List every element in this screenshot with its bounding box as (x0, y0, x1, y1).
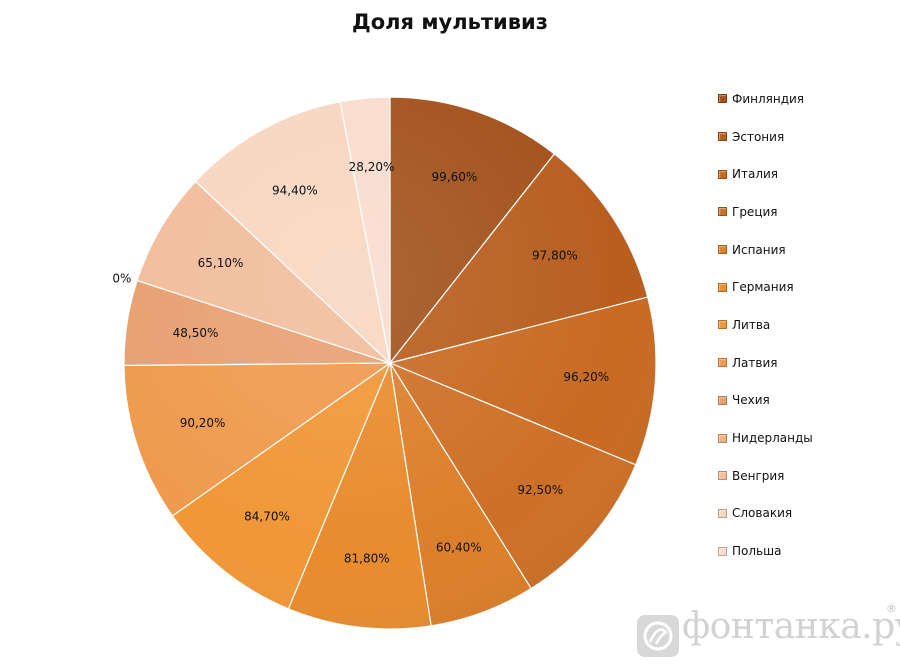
legend-item: Греция (718, 193, 888, 231)
legend-item: Италия (718, 155, 888, 193)
legend-item: Латвия (718, 344, 888, 382)
legend-swatch (718, 282, 727, 292)
pie-slices (123, 96, 657, 630)
legend-label: Германия (732, 280, 794, 295)
legend-item: Чехия (718, 382, 888, 420)
legend-item: Германия (718, 268, 888, 306)
slice-value-label: 90,20% (180, 416, 226, 430)
slice-value-label: 65,10% (198, 256, 244, 270)
legend-label: Литва (732, 317, 771, 332)
legend-label: Венгрия (732, 468, 785, 483)
legend-item: Нидерланды (718, 419, 888, 457)
legend-item: Польша (718, 532, 888, 570)
legend-label: Италия (732, 167, 779, 182)
legend-label: Латвия (732, 355, 778, 370)
legend-swatch (718, 169, 727, 179)
legend-item: Испания (718, 231, 888, 269)
legend-label: Греция (732, 204, 778, 219)
legend-label: Нидерланды (732, 431, 813, 446)
legend-swatch (718, 207, 727, 217)
legend-item: Литва (718, 306, 888, 344)
legend-swatch (718, 320, 727, 330)
slice-value-label: 48,50% (173, 326, 219, 340)
watermark: фонтанка.ру ® (636, 602, 900, 662)
registered-mark: ® (886, 602, 897, 615)
slice-value-label: 94,40% (272, 184, 318, 198)
slice-value-label: 84,70% (244, 510, 290, 524)
chart-title: Доля мультивиз (352, 10, 548, 34)
legend-label: Словакия (732, 506, 793, 521)
slice-value-label: 0% (112, 272, 131, 286)
fontanka-logo-icon (637, 615, 679, 657)
pie-labels: 99,60% 97,80% 96,20% 92,50% 60,40% 81,80% 84,7… (112, 160, 609, 566)
legend: Финляндия Эстония Италия Греция Испания Герма… (718, 80, 888, 570)
legend-label: Финляндия (732, 91, 805, 106)
legend-item: Эстония (718, 118, 888, 156)
legend-swatch (718, 358, 727, 368)
legend-swatch (718, 433, 727, 443)
slice-value-label: 92,50% (517, 483, 563, 497)
legend-item: Финляндия (718, 80, 888, 118)
legend-swatch (718, 546, 727, 556)
watermark-text: фонтанка.ру (682, 606, 900, 647)
legend-swatch (718, 471, 727, 481)
legend-item: Словакия (718, 495, 888, 533)
slice-value-label: 60,40% (436, 540, 482, 554)
slice-value-label: 28,20% (349, 160, 395, 174)
legend-label: Чехия (732, 393, 770, 408)
legend-swatch (718, 132, 727, 142)
slice-value-label: 96,20% (563, 370, 609, 384)
legend-label: Польша (732, 544, 782, 559)
legend-swatch (718, 395, 727, 405)
legend-label: Испания (732, 242, 786, 257)
legend-item: Венгрия (718, 457, 888, 495)
legend-swatch (718, 94, 727, 104)
slice-value-label: 97,80% (532, 249, 578, 263)
legend-label: Эстония (732, 129, 785, 144)
slice-value-label: 81,80% (344, 552, 390, 566)
legend-swatch (718, 245, 727, 255)
slice-value-label: 99,60% (432, 170, 478, 184)
legend-swatch (718, 508, 727, 518)
